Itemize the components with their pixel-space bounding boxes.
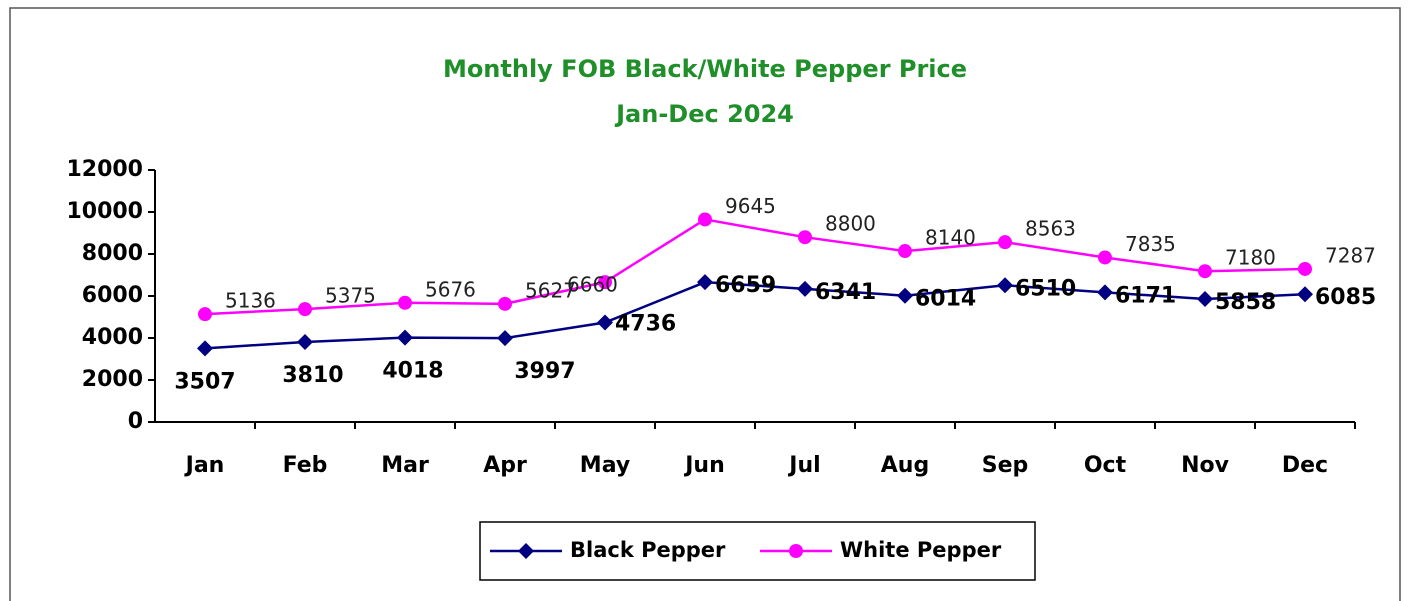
x-tick-label: Jun: [683, 453, 725, 478]
marker: [198, 307, 212, 322]
data-label: 6341: [815, 280, 876, 305]
marker: [997, 277, 1013, 294]
y-tick-label: 10000: [66, 199, 143, 224]
marker: [1097, 284, 1113, 301]
marker: [597, 314, 613, 331]
marker: [898, 244, 912, 259]
data-label: 6014: [915, 287, 976, 312]
marker: [897, 287, 913, 304]
chart-subtitle: Jan-Dec 2024: [614, 100, 794, 128]
x-tick-label: Mar: [381, 453, 429, 478]
data-label: 6085: [1315, 285, 1376, 310]
marker: [697, 274, 713, 291]
y-tick-label: 0: [128, 409, 143, 434]
y-tick-label: 2000: [82, 367, 143, 392]
data-label: 3810: [282, 363, 343, 388]
data-label: 7180: [1225, 246, 1276, 270]
x-tick-label: Apr: [483, 453, 527, 478]
data-label: 7287: [1325, 243, 1376, 267]
x-tick-label: Jan: [184, 453, 225, 478]
data-label: 6171: [1115, 283, 1176, 308]
data-label: 4018: [382, 359, 443, 384]
y-tick-label: 6000: [82, 283, 143, 308]
data-label: 8563: [1025, 217, 1076, 241]
data-label: 8800: [825, 212, 876, 236]
data-label: 9645: [725, 194, 776, 218]
x-tick-label: Nov: [1181, 453, 1230, 478]
data-label: 6510: [1015, 276, 1076, 301]
marker: [1297, 286, 1313, 303]
x-tick-label: Oct: [1084, 453, 1127, 478]
marker: [1197, 290, 1213, 307]
legend-label: Black Pepper: [570, 538, 726, 562]
data-label: 3997: [514, 359, 575, 384]
data-label: 5627: [525, 278, 576, 302]
data-label: 6659: [715, 273, 776, 298]
marker: [1098, 250, 1112, 265]
legend-marker: [518, 543, 534, 559]
marker: [297, 333, 313, 350]
marker: [197, 340, 213, 357]
marker: [998, 235, 1012, 250]
marker: [498, 296, 512, 311]
data-label: 5375: [325, 284, 376, 308]
chart-title: Monthly FOB Black/White Pepper Price: [443, 55, 967, 83]
x-tick-label: May: [580, 453, 630, 478]
marker: [598, 275, 612, 290]
y-tick-label: 12000: [66, 157, 143, 182]
marker: [298, 302, 312, 317]
x-tick-label: Jul: [787, 453, 820, 478]
data-label: 7835: [1125, 232, 1176, 256]
marker: [398, 295, 412, 310]
marker: [497, 330, 513, 347]
data-label: 8140: [925, 226, 976, 250]
marker: [698, 212, 712, 227]
legend-label: White Pepper: [840, 538, 1002, 562]
x-tick-label: Dec: [1282, 453, 1328, 478]
marker: [1198, 264, 1212, 279]
data-label: 6660: [567, 273, 618, 297]
series-line: [204, 280, 1306, 350]
y-tick-label: 8000: [82, 241, 143, 266]
data-label: 5676: [425, 277, 476, 301]
legend-marker: [789, 544, 803, 558]
x-tick-label: Feb: [283, 453, 328, 478]
series-line: [204, 218, 1306, 316]
frame: [9, 7, 1401, 601]
x-tick-label: Sep: [982, 453, 1029, 478]
data-label: 4736: [615, 312, 676, 337]
marker: [397, 329, 413, 346]
data-label: 5858: [1215, 290, 1276, 315]
marker: [798, 230, 812, 245]
data-label: 5136: [225, 289, 276, 313]
marker: [797, 280, 813, 297]
data-label: 3507: [174, 369, 235, 394]
x-tick-label: Aug: [881, 453, 929, 478]
y-tick-label: 4000: [82, 325, 143, 350]
marker: [1298, 261, 1312, 276]
legend-box: [479, 521, 1036, 581]
